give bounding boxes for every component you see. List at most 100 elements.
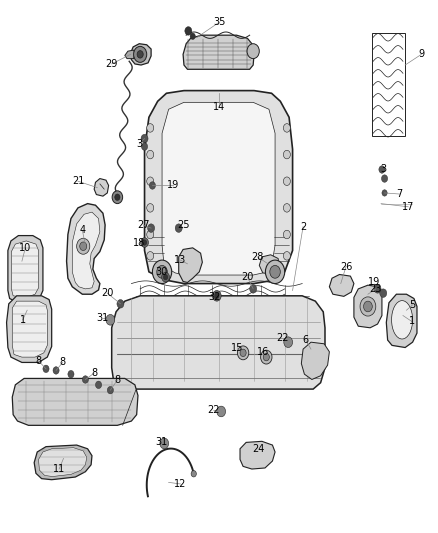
Circle shape [147,150,154,159]
Polygon shape [259,255,279,274]
Circle shape [283,124,290,132]
Circle shape [381,175,388,182]
Text: 3: 3 [380,165,386,174]
Circle shape [117,300,124,308]
Circle shape [152,260,172,284]
Text: 29: 29 [106,59,118,69]
Circle shape [147,252,154,260]
Polygon shape [67,204,105,294]
Text: 30: 30 [155,267,167,277]
Circle shape [175,224,182,232]
Circle shape [283,230,290,239]
Polygon shape [145,91,293,284]
Text: 13: 13 [174,255,187,265]
Circle shape [364,301,372,312]
Circle shape [283,150,290,159]
Text: 8: 8 [114,375,120,385]
Polygon shape [7,296,52,362]
Text: 23: 23 [370,284,382,294]
Polygon shape [39,448,87,477]
Circle shape [53,367,59,374]
Polygon shape [329,274,354,296]
Text: 28: 28 [251,252,264,262]
Circle shape [147,204,154,212]
Text: 19: 19 [368,278,381,287]
Circle shape [80,242,87,251]
Circle shape [284,337,293,348]
Text: 1: 1 [409,317,415,326]
Text: 19: 19 [167,181,179,190]
Circle shape [374,285,381,293]
Text: 6: 6 [303,335,309,345]
Circle shape [141,143,148,150]
Circle shape [162,272,170,282]
Circle shape [270,265,280,278]
Text: 31: 31 [155,438,167,447]
Text: 2: 2 [300,222,306,231]
Text: 35: 35 [213,18,225,27]
Text: 22: 22 [276,334,289,343]
Text: 12: 12 [174,479,187,489]
Circle shape [191,471,196,477]
Polygon shape [183,35,254,69]
Polygon shape [12,301,47,357]
Polygon shape [112,296,325,389]
Text: 8: 8 [91,368,97,378]
Circle shape [106,314,115,325]
Circle shape [112,191,123,204]
Circle shape [82,376,88,383]
Circle shape [283,252,290,260]
Circle shape [250,285,257,293]
Text: 32: 32 [208,293,221,302]
Circle shape [43,365,49,373]
Text: 20: 20 [241,272,254,282]
Text: 16: 16 [257,347,269,357]
Circle shape [77,238,90,254]
Text: 7: 7 [396,189,403,199]
Polygon shape [240,441,275,469]
Text: 14: 14 [213,102,225,111]
Text: 17: 17 [402,202,414,212]
Circle shape [190,33,195,39]
Circle shape [149,182,155,189]
Polygon shape [179,248,202,282]
Circle shape [115,194,120,200]
Circle shape [107,386,113,394]
Circle shape [68,370,74,378]
Polygon shape [11,241,39,297]
Circle shape [382,190,387,196]
Circle shape [141,238,148,247]
Circle shape [163,274,168,280]
Text: 11: 11 [53,464,65,474]
Circle shape [261,350,272,364]
Circle shape [217,406,226,417]
Polygon shape [12,378,138,425]
Circle shape [137,51,143,58]
Text: 25: 25 [177,221,189,230]
Circle shape [147,124,154,132]
Circle shape [283,204,290,212]
Circle shape [147,177,154,185]
Text: 10: 10 [19,243,32,253]
Polygon shape [125,50,135,59]
Text: 8: 8 [60,358,66,367]
Polygon shape [354,285,382,328]
Polygon shape [8,236,43,303]
Polygon shape [301,342,329,379]
Circle shape [134,46,147,62]
Circle shape [141,134,148,143]
Circle shape [237,346,249,360]
Polygon shape [131,44,151,65]
Text: 9: 9 [418,50,424,59]
Circle shape [212,290,221,301]
Circle shape [148,224,155,232]
Circle shape [157,265,167,278]
Text: 22: 22 [208,406,220,415]
Circle shape [247,44,259,59]
Circle shape [379,166,385,173]
Polygon shape [162,102,275,275]
Circle shape [95,381,102,389]
Text: 21: 21 [72,176,84,186]
Circle shape [142,240,147,245]
Text: 8: 8 [35,356,42,366]
